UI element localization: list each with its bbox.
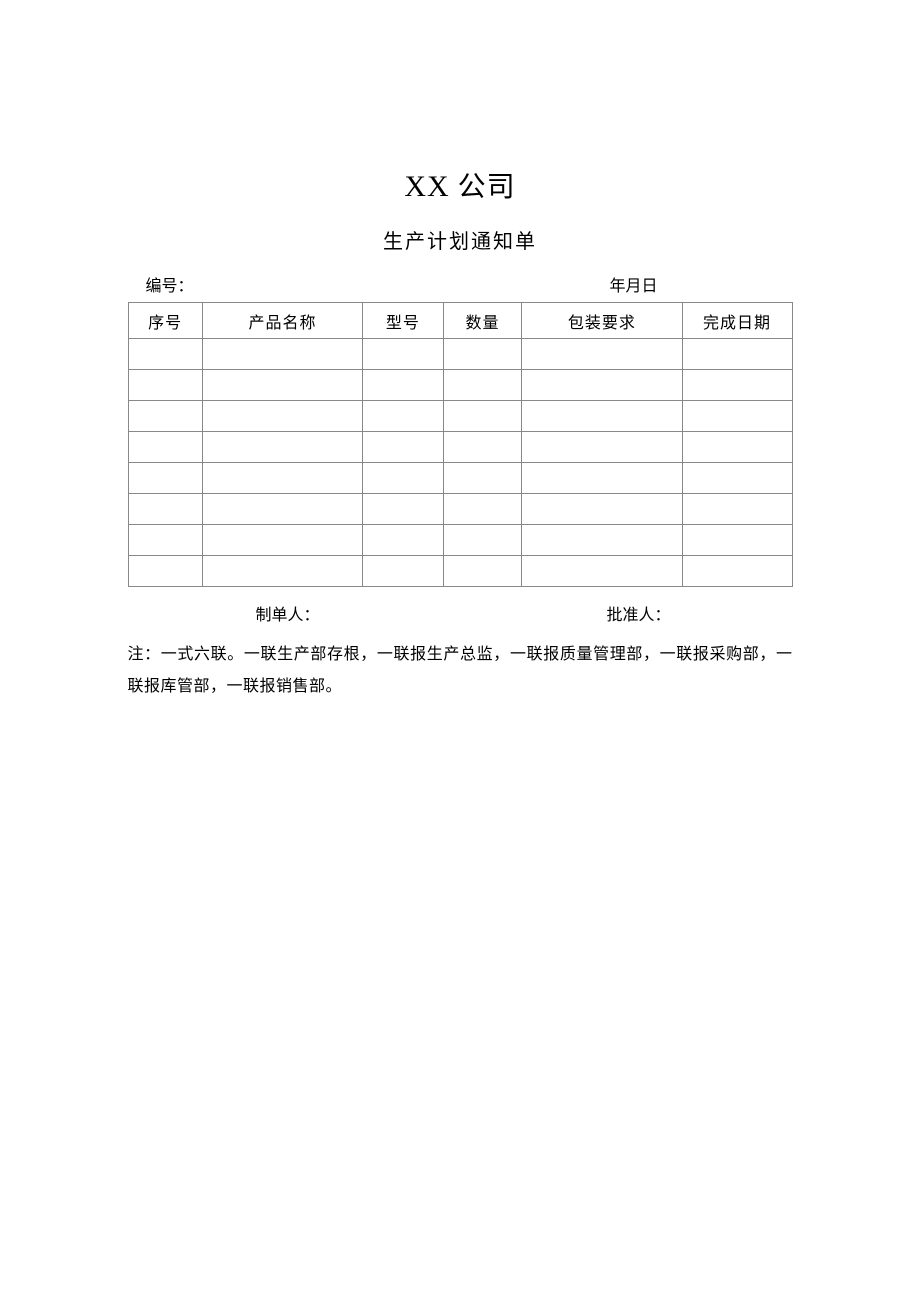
cell-date <box>682 339 792 370</box>
cell-name <box>202 432 362 463</box>
cell-pack <box>522 463 682 494</box>
cell-qty <box>443 339 522 370</box>
table-row <box>128 339 792 370</box>
company-prefix: XX <box>404 170 449 203</box>
cell-seq <box>128 401 202 432</box>
col-header-name: 产品名称 <box>202 303 362 339</box>
cell-seq <box>128 463 202 494</box>
cell-model <box>363 370 444 401</box>
company-title: XX 公司 <box>128 165 793 205</box>
col-header-date: 完成日期 <box>682 303 792 339</box>
table-row <box>128 432 792 463</box>
cell-name <box>202 339 362 370</box>
cell-seq <box>128 494 202 525</box>
table-row <box>128 463 792 494</box>
cell-pack <box>522 339 682 370</box>
cell-pack <box>522 401 682 432</box>
cell-model <box>363 556 444 587</box>
cell-pack <box>522 370 682 401</box>
cell-date <box>682 401 792 432</box>
cell-model <box>363 432 444 463</box>
cell-qty <box>443 463 522 494</box>
cell-name <box>202 463 362 494</box>
cell-name <box>202 401 362 432</box>
document-title: 生产计划通知单 <box>128 225 793 254</box>
cell-date <box>682 494 792 525</box>
cell-pack <box>522 556 682 587</box>
cell-seq <box>128 370 202 401</box>
cell-name <box>202 494 362 525</box>
col-header-qty: 数量 <box>443 303 522 339</box>
cell-seq <box>128 556 202 587</box>
table-row <box>128 370 792 401</box>
approver-label: 批准人： <box>606 601 670 625</box>
table-row <box>128 401 792 432</box>
table-row <box>128 556 792 587</box>
date-label: 年月日 <box>610 272 785 296</box>
col-header-model: 型号 <box>363 303 444 339</box>
cell-qty <box>443 432 522 463</box>
table-body <box>128 339 792 587</box>
cell-date <box>682 525 792 556</box>
cell-date <box>682 463 792 494</box>
cell-model <box>363 463 444 494</box>
cell-pack <box>522 494 682 525</box>
note-text: 注：一式六联。一联生产部存根，一联报生产总监，一联报质量管理部，一联报采购部，一… <box>128 639 793 703</box>
col-header-pack: 包装要求 <box>522 303 682 339</box>
cell-qty <box>443 401 522 432</box>
col-header-seq: 序号 <box>128 303 202 339</box>
cell-pack <box>522 525 682 556</box>
cell-name <box>202 525 362 556</box>
meta-row: 编号： 年月日 <box>128 272 793 302</box>
table-header-row: 序号 产品名称 型号 数量 包装要求 完成日期 <box>128 303 792 339</box>
cell-qty <box>443 556 522 587</box>
cell-qty <box>443 525 522 556</box>
production-plan-table: 序号 产品名称 型号 数量 包装要求 完成日期 <box>128 302 793 587</box>
cell-name <box>202 556 362 587</box>
signature-row: 制单人： 批准人： <box>128 587 793 639</box>
cell-pack <box>522 432 682 463</box>
document-content: XX 公司 生产计划通知单 编号： 年月日 序号 产品名称 型号 数量 包装要求… <box>128 165 793 703</box>
table-row <box>128 494 792 525</box>
cell-model <box>363 339 444 370</box>
cell-qty <box>443 494 522 525</box>
cell-model <box>363 494 444 525</box>
cell-seq <box>128 339 202 370</box>
cell-date <box>682 556 792 587</box>
company-suffix: 公司 <box>450 172 516 203</box>
cell-qty <box>443 370 522 401</box>
cell-seq <box>128 525 202 556</box>
cell-name <box>202 370 362 401</box>
cell-date <box>682 432 792 463</box>
table-row <box>128 525 792 556</box>
cell-model <box>363 401 444 432</box>
preparer-label: 制单人： <box>256 601 607 625</box>
cell-model <box>363 525 444 556</box>
cell-seq <box>128 432 202 463</box>
number-label: 编号： <box>146 272 610 296</box>
cell-date <box>682 370 792 401</box>
